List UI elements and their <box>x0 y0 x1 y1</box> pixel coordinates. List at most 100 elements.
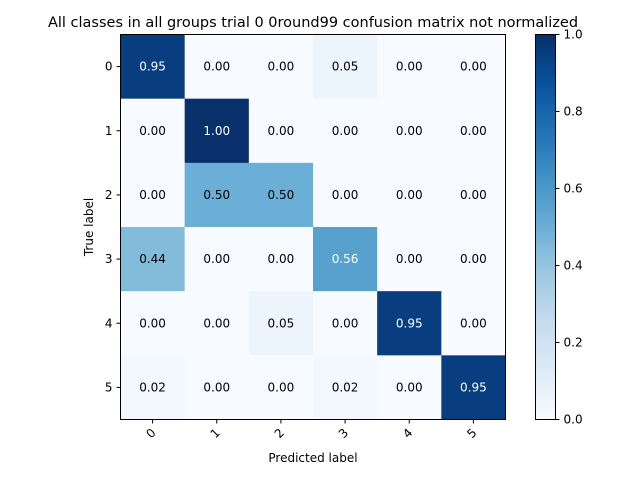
colorbar <box>535 34 556 420</box>
y-tick-label-1: 1 <box>105 124 113 138</box>
colorbar-tick-label-5: 1.0 <box>564 28 583 42</box>
cell-value-r2-c5: 0.00 <box>460 188 487 202</box>
cell-value-r2-c4: 0.00 <box>396 188 423 202</box>
x-tick-label-1: 1 <box>208 426 223 441</box>
cell-value-r4-c5: 0.00 <box>460 316 487 330</box>
heatmap-cell-r0-c2 <box>248 34 314 100</box>
cell-value-r4-c3: 0.00 <box>332 316 359 330</box>
colorbar-tick-label-4: 0.8 <box>564 105 583 119</box>
heatmap-cell-r1-c0 <box>120 98 186 164</box>
cell-value-r3-c4: 0.00 <box>396 252 423 266</box>
heatmap-cell-r4-c4 <box>377 291 442 356</box>
y-tick-label-2: 2 <box>105 188 113 202</box>
colorbar-tick-label-1: 0.2 <box>564 336 583 350</box>
cell-value-r4-c0: 0.00 <box>139 316 166 330</box>
cell-value-r5-c2: 0.00 <box>268 380 295 394</box>
cell-value-r0-c3: 0.05 <box>332 60 359 74</box>
cell-value-r2-c0: 0.00 <box>139 188 166 202</box>
cell-value-r4-c1: 0.00 <box>203 316 230 330</box>
heatmap-cell-r2-c4 <box>377 162 442 228</box>
heatmap-cell-r0-c3 <box>313 34 378 100</box>
y-tick-label-5: 5 <box>105 380 113 394</box>
heatmap-cell-r5-c0 <box>120 355 186 420</box>
x-tick-label-2: 2 <box>272 426 287 441</box>
heatmap-cell-r0-c0 <box>120 34 186 100</box>
heatmap-cell-r1-c3 <box>313 98 378 164</box>
heatmap-cell-r3-c1 <box>184 227 250 292</box>
colorbar-tick-label-3: 0.6 <box>564 182 583 196</box>
cell-value-r5-c5: 0.95 <box>460 380 487 394</box>
cell-value-r0-c4: 0.00 <box>396 60 423 74</box>
cell-value-r1-c1: 1.00 <box>203 124 230 138</box>
cell-value-r4-c2: 0.05 <box>268 316 295 330</box>
cell-value-r3-c3: 0.56 <box>332 252 359 266</box>
cell-value-r1-c5: 0.00 <box>460 124 487 138</box>
y-tick-label-0: 0 <box>105 60 113 74</box>
heatmap-cell-r1-c2 <box>248 98 314 164</box>
x-tick-label-5: 5 <box>464 426 479 441</box>
cell-value-r2-c3: 0.00 <box>332 188 359 202</box>
cell-value-r3-c5: 0.00 <box>460 252 487 266</box>
y-tick-label-3: 3 <box>105 252 113 266</box>
cell-value-r5-c0: 0.02 <box>139 380 166 394</box>
heatmap-cell-r1-c1 <box>184 98 250 164</box>
colorbar-tick-label-0: 0.0 <box>564 413 583 427</box>
heatmap-cell-r5-c1 <box>184 355 250 420</box>
heatmap-cell-r5-c5 <box>441 355 506 420</box>
cell-value-labels: 0.95 0.00 0.00 0.05 0.00 0.00 0.00 1.00 0.00 0.00… <box>139 60 487 395</box>
heatmap-cell-r0-c4 <box>377 34 442 100</box>
heatmap-cell-r5-c3 <box>313 355 378 420</box>
x-tick-label-0: 0 <box>143 426 158 441</box>
heatmap-cell-r3-c5 <box>441 227 506 292</box>
cell-value-r0-c2: 0.00 <box>268 60 295 74</box>
cell-value-r1-c3: 0.00 <box>332 124 359 138</box>
heatmap-cell-r2-c3 <box>313 162 378 228</box>
cell-value-r3-c2: 0.00 <box>268 252 295 266</box>
x-axis-ticks: 0 1 2 3 4 5 <box>143 419 480 441</box>
heatmap-cell-r4-c0 <box>120 291 186 356</box>
colorbar-tick-label-2: 0.4 <box>564 259 583 273</box>
chart-title: All classes in all groups trial 0 0round… <box>48 15 578 31</box>
heatmap-cells <box>120 34 506 420</box>
cell-value-r0-c0: 0.95 <box>139 60 166 74</box>
heatmap-cell-r3-c3 <box>313 227 378 292</box>
cell-value-r3-c0: 0.44 <box>139 252 166 266</box>
cell-value-r0-c1: 0.00 <box>203 60 230 74</box>
cell-value-r5-c1: 0.00 <box>203 380 230 394</box>
x-tick-label-3: 3 <box>336 426 351 441</box>
heatmap-cell-r4-c3 <box>313 291 378 356</box>
colorbar-ticks: 0.0 0.2 0.4 0.6 0.8 1.0 <box>555 28 583 427</box>
cell-value-r1-c0: 0.00 <box>139 124 166 138</box>
cell-value-r4-c4: 0.95 <box>396 316 423 330</box>
heatmap-cell-r0-c5 <box>441 34 506 100</box>
heatmap-cell-r2-c5 <box>441 162 506 228</box>
heatmap-cell-r2-c2 <box>248 162 314 228</box>
cell-value-r5-c3: 0.02 <box>332 380 359 394</box>
x-tick-label-4: 4 <box>400 426 415 441</box>
y-axis-ticks: 0 1 2 3 4 5 <box>105 60 121 394</box>
y-tick-label-4: 4 <box>105 316 113 330</box>
x-axis-label: Predicted label <box>268 451 357 465</box>
heatmap-cell-r0-c1 <box>184 34 250 100</box>
heatmap-cell-r4-c1 <box>184 291 250 356</box>
heatmap-cell-r4-c5 <box>441 291 506 356</box>
cell-value-r1-c2: 0.00 <box>268 124 295 138</box>
heatmap-cell-r4-c2 <box>248 291 314 356</box>
heatmap-cell-r3-c4 <box>377 227 442 292</box>
cell-value-r2-c1: 0.50 <box>203 188 230 202</box>
heatmap-cell-r3-c0 <box>120 227 186 292</box>
y-axis-label: True label <box>82 198 96 257</box>
heatmap-cell-r2-c1 <box>184 162 250 228</box>
heatmap-cell-r3-c2 <box>248 227 314 292</box>
heatmap-cell-r1-c5 <box>441 98 506 164</box>
cell-value-r5-c4: 0.00 <box>396 380 423 394</box>
cell-value-r3-c1: 0.00 <box>203 252 230 266</box>
heatmap-cell-r1-c4 <box>377 98 442 164</box>
heatmap-cell-r2-c0 <box>120 162 186 228</box>
heatmap-cell-r5-c2 <box>248 355 314 420</box>
cell-value-r0-c5: 0.00 <box>460 60 487 74</box>
plot-frame <box>120 34 506 420</box>
cell-value-r2-c2: 0.50 <box>268 188 295 202</box>
heatmap-cell-r5-c4 <box>377 355 442 420</box>
